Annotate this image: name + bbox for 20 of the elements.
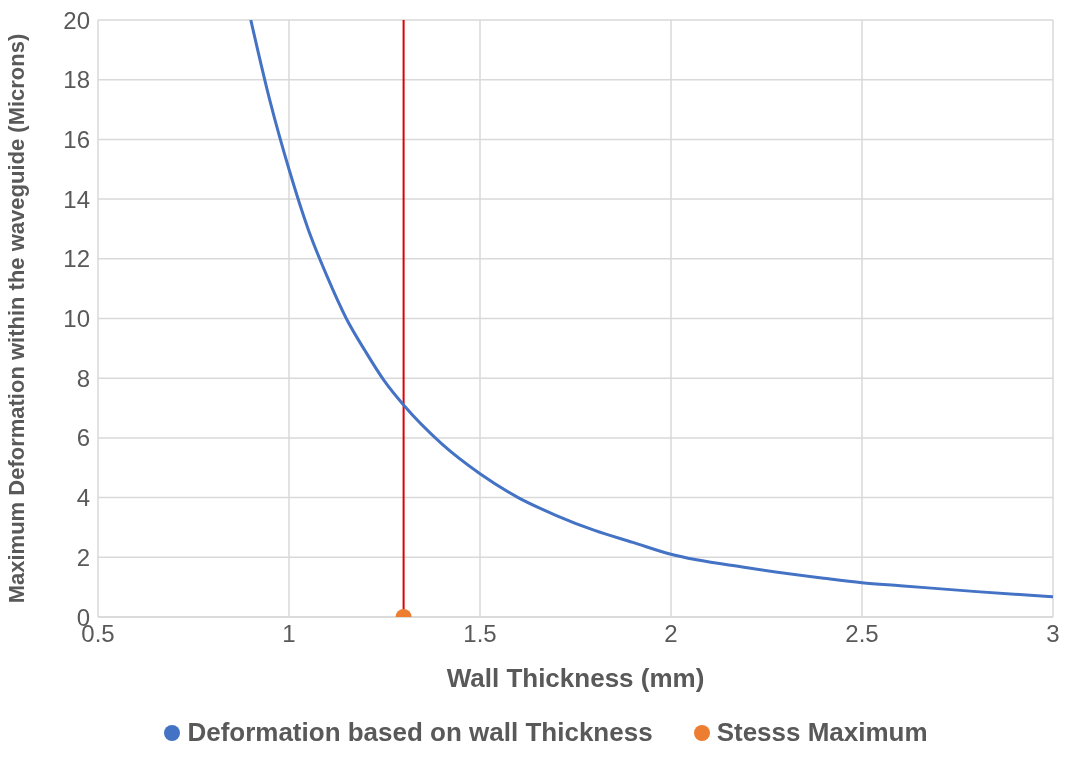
x-tick-label: 2 <box>664 620 678 648</box>
legend-label: Stesss Maximum <box>716 717 928 748</box>
line-series <box>249 20 1053 599</box>
y-tick-label: 2 <box>76 543 90 571</box>
x-axis-title: Wall Thickness (mm) <box>446 663 705 693</box>
y-tick-label: 14 <box>63 185 90 213</box>
x-tick-label: 3 <box>1046 620 1060 648</box>
y-axis-title: Maximum Deformation within the waveguide (Microns) <box>3 33 29 604</box>
y-tick-label: 4 <box>76 484 90 512</box>
y-tick-label: 20 <box>63 6 90 34</box>
x-tick-label: 2.5 <box>845 620 879 648</box>
y-tick-label: 16 <box>63 125 90 153</box>
y-tick-label: 18 <box>63 66 90 94</box>
x-tick-label: 1.5 <box>463 620 497 648</box>
y-tick-label: 6 <box>76 424 90 452</box>
x-tick-label: 1 <box>282 620 296 648</box>
y-tick-label: 8 <box>76 364 90 392</box>
y-tick-label: 12 <box>63 245 90 273</box>
y-tick-label: 10 <box>63 305 90 333</box>
legend-label: Deformation based on wall Thickness <box>187 717 653 748</box>
